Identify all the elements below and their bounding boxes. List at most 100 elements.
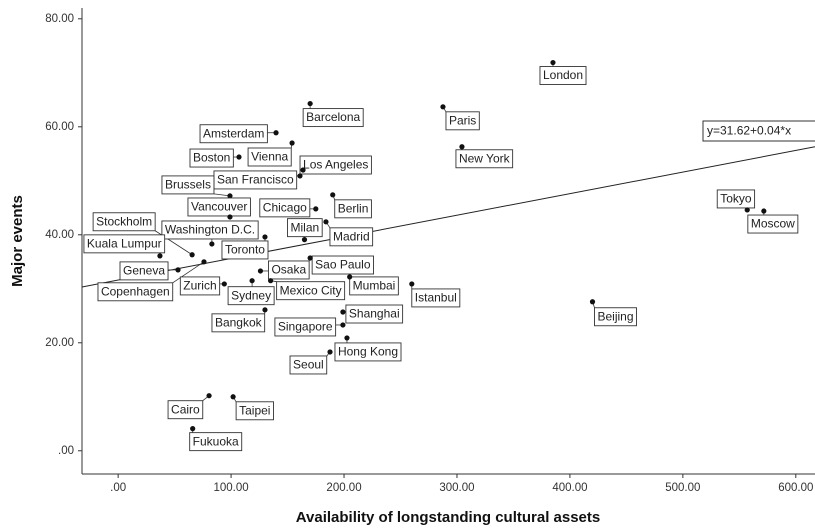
y-tick-label: 20.00 (45, 337, 74, 349)
x-axis-title: Availability of longstanding cultural as… (296, 509, 601, 526)
point (249, 278, 255, 284)
point-label: Barcelona (306, 110, 360, 124)
y-tick-label: .00 (58, 445, 74, 457)
point-label: Geneva (123, 264, 165, 278)
point-label: Boston (193, 151, 230, 165)
point (330, 192, 336, 198)
label-box (334, 199, 372, 219)
point (744, 207, 750, 213)
point (190, 426, 196, 432)
label-box (287, 218, 323, 238)
point (206, 393, 212, 399)
point (262, 234, 268, 240)
y-tick-label: 40.00 (45, 229, 74, 241)
point (273, 130, 279, 136)
point (289, 140, 295, 146)
label-box (92, 212, 156, 232)
point (301, 237, 308, 243)
x-tick-label: .00 (110, 482, 126, 494)
label-box (349, 276, 399, 296)
point-label: Moscow (751, 217, 795, 231)
x-tick-label: 100.00 (213, 482, 248, 494)
label-box (97, 282, 174, 302)
label-box (167, 400, 204, 420)
x-tick-label: 600.00 (778, 482, 813, 494)
label-box (329, 227, 374, 247)
point-label: Chicago (263, 201, 307, 215)
point (347, 274, 353, 280)
point (313, 206, 319, 212)
point (268, 278, 274, 284)
point (440, 104, 446, 110)
label-box (747, 214, 799, 234)
point-label: Copenhagen (101, 284, 170, 298)
label-box (289, 355, 328, 375)
label-box (594, 307, 637, 327)
point (201, 259, 207, 265)
point-label: Cairo (171, 402, 200, 416)
point-label: Tokyo (720, 192, 752, 206)
point-label: Milan (290, 220, 319, 234)
point-label: Amsterdam (203, 126, 264, 140)
fit-label: y=31.62+0.04*x (707, 124, 791, 138)
y-tick-label: 80.00 (45, 13, 74, 25)
point-label: Toronto (225, 243, 265, 257)
point-label: Shanghai (349, 307, 400, 321)
point-label: Mumbai (353, 279, 396, 293)
point-label: Mexico City (280, 283, 342, 297)
label-box (302, 108, 364, 128)
label-box (211, 313, 266, 333)
point (459, 144, 465, 150)
point (307, 100, 313, 107)
point (297, 173, 303, 179)
point-label: Taipei (239, 403, 270, 417)
point (227, 214, 233, 220)
point (175, 267, 181, 273)
point (340, 309, 346, 315)
point (236, 154, 242, 160)
label-box (455, 149, 514, 169)
point (257, 268, 264, 274)
point (589, 299, 596, 305)
y-axis-title: Major events (9, 195, 26, 287)
label-box (311, 255, 374, 275)
point (300, 167, 306, 173)
point-label: San Francisco (217, 173, 294, 187)
x-tick-label: 300.00 (439, 482, 474, 494)
label-box (411, 288, 461, 308)
x-tick-label: 400.00 (552, 482, 587, 494)
point-label: Fukuoka (193, 434, 239, 448)
point-label: Paris (449, 113, 476, 127)
point (307, 255, 313, 261)
label-box (345, 304, 404, 324)
label-box (445, 111, 480, 131)
fit-line (81, 146, 815, 288)
point (230, 394, 236, 400)
label-box (235, 401, 274, 421)
label-box (161, 220, 259, 240)
point (189, 252, 195, 258)
point (157, 253, 163, 259)
label-box (119, 261, 169, 281)
label-box (179, 276, 221, 296)
label-box (274, 317, 337, 337)
label-box (247, 147, 292, 167)
label-box (199, 124, 268, 144)
label-box (221, 240, 269, 260)
point-label: Berlin (338, 202, 369, 216)
point-label: New York (459, 151, 511, 165)
point-label: Vancouver (191, 200, 247, 214)
point (761, 208, 767, 214)
point-label: Brussels (165, 178, 211, 192)
label-box (539, 66, 587, 85)
label-box (259, 198, 311, 218)
point-label: London (543, 68, 583, 82)
label-box (189, 148, 234, 168)
y-tick-label: 60.00 (45, 121, 74, 133)
x-tick-label: 200.00 (326, 482, 361, 494)
point (323, 219, 329, 225)
x-tick-label: 500.00 (665, 482, 700, 494)
label-box (334, 342, 402, 362)
leader-line (172, 261, 205, 284)
